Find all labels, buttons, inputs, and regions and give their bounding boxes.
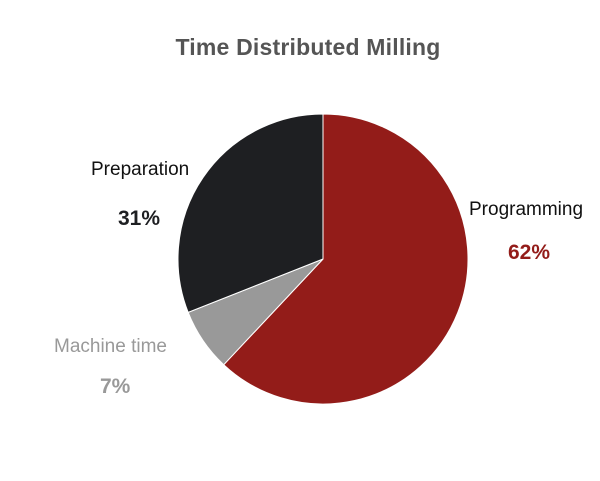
slice-label-machine-time: Machine time — [54, 336, 167, 357]
chart-title: Time Distributed Milling — [175, 34, 441, 60]
slice-label-programming: Programming — [469, 199, 584, 220]
pie-slice-programming — [223, 113, 469, 405]
slice-value-machine-time: 7% — [100, 375, 131, 398]
slice-value-programming: 62% — [508, 241, 551, 264]
slice-label-preparation: Preparation — [91, 159, 190, 180]
slice-value-preparation: 31% — [118, 207, 161, 230]
pie-slice-preparation — [177, 113, 324, 314]
